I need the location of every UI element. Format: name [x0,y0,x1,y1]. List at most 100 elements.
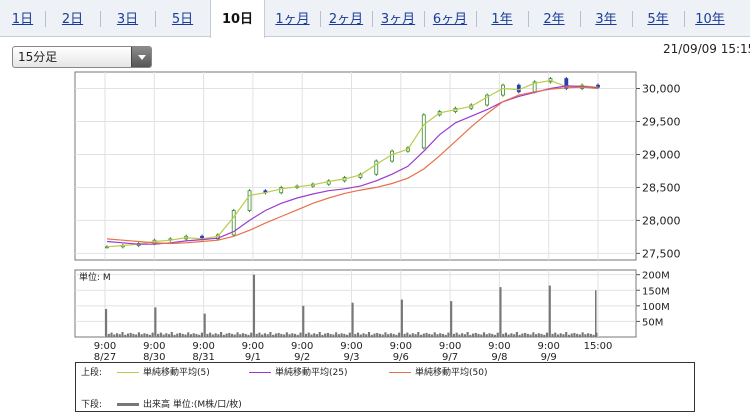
volume-bar [151,332,154,337]
tab-12[interactable]: 3年 [595,12,617,27]
stock-chart: 9:008/279:008/309:008/319:009/19:009/29:… [74,71,681,362]
volume-bar [280,333,283,337]
volume-bar [548,285,551,337]
tab-5[interactable]: 10日 [210,0,265,38]
tab-separator [424,11,425,27]
volume-bar [321,334,324,337]
tab-6[interactable]: 1ヶ月 [275,12,310,27]
volume-bar [206,333,209,337]
volume-bar [129,332,132,337]
volume-bar [573,332,576,337]
volume-bar [441,333,445,337]
volume-bar [340,333,343,337]
x-tick-time: 9:00 [291,341,313,352]
tab-9[interactable]: 6ヶ月 [432,12,468,27]
volume-bar [195,333,198,337]
tab-3[interactable]: 3日 [116,12,139,27]
volume-bar [510,333,513,337]
volume-bar [556,334,560,337]
volume-bar [110,332,113,337]
volume-bar [272,334,275,337]
price-ytick-label: 27,500 [642,247,681,260]
volume-bar [524,332,527,337]
interval-select[interactable]: 15分足 [12,46,152,68]
volume-bar [447,332,450,337]
volume-bar [513,334,516,337]
volume-bar [414,334,417,337]
volume-bar [452,333,455,337]
volume-bar [592,334,595,337]
volume-ytick-label: 50M [642,317,663,328]
x-tick-date: 9/3 [343,352,359,362]
volume-bar [230,333,234,337]
volume-bar [455,332,458,337]
volume-bar [143,333,146,337]
volume-bar [228,332,231,337]
tab-13[interactable]: 5年 [647,12,669,27]
tab-7[interactable]: 2ヶ月 [328,12,364,27]
volume-bar [499,287,502,337]
volume-bar [200,332,203,337]
volume-bar [545,332,549,337]
x-tick-date: 9/8 [491,352,507,362]
tab-1[interactable]: 1日 [11,12,34,27]
volume-bar [378,333,382,337]
volume-bar [283,334,286,337]
tab-10[interactable]: 1年 [491,12,513,27]
tab-separator [684,11,685,27]
volume-bar [332,334,335,337]
price-ytick-label: 29,500 [642,115,681,128]
volume-bar [409,334,412,337]
volume-bar [296,334,299,337]
volume-bar [274,333,277,337]
volume-bar [518,334,521,337]
volume-bar [250,332,253,337]
candle-body [564,78,569,89]
volume-bar [105,308,108,337]
x-tick-date: 9/2 [294,352,310,362]
volume-bar [567,334,571,337]
volume-bars [105,274,598,337]
volume-bar [124,334,127,337]
tab-2[interactable]: 2日 [61,12,84,27]
volume-bar [291,333,294,337]
legend-upper-row: 上段: 単純移動平均(5) 単純移動平均(25) 単純移動平均(50) [81,365,487,378]
volume-bar [359,334,362,337]
volume-bar [502,333,505,337]
volume-bar [239,334,242,337]
volume-bar [266,334,269,337]
volume-bar [469,334,472,337]
volume-bar [458,334,461,337]
ma-line-2 [106,85,599,245]
chevron-down-icon[interactable] [131,47,151,67]
volume-bar [521,333,524,337]
x-tick-date: 9/9 [541,352,557,362]
volume-bar [162,334,165,337]
volume-bar [247,334,250,337]
x-tick-date: 9/1 [245,352,261,362]
tab-separator [155,11,156,27]
volume-bar [472,333,475,337]
volume-bar [365,334,368,337]
volume-bar [540,333,543,337]
volume-bar [535,334,538,337]
tab-11[interactable]: 2年 [543,12,565,27]
volume-bar [335,332,338,337]
x-tick-time: 9:00 [242,341,264,352]
volume-bar [411,333,414,337]
volume-bar [146,333,149,337]
volume-bar [430,334,434,337]
volume-bar [362,333,365,337]
volume-bar [187,332,190,337]
volume-bar [504,332,508,337]
volume-bar [244,333,247,337]
volume-bar [346,334,349,337]
tab-14[interactable]: 10年 [695,12,725,27]
candle-body [390,150,394,162]
volume-bar [241,333,245,337]
tab-8[interactable]: 3ヶ月 [380,12,416,27]
tab-separator [580,11,581,27]
tab-4[interactable]: 5日 [171,12,194,27]
volume-bar [578,334,581,337]
tab-separator [100,11,101,27]
